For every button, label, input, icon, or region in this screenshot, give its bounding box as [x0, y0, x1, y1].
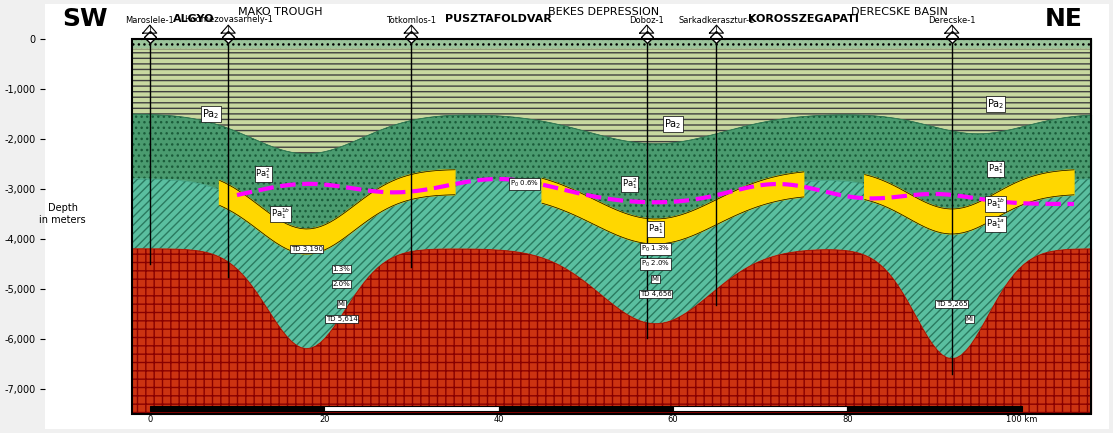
Text: MAKO TROUGH: MAKO TROUGH [238, 6, 323, 16]
Text: Pa$_1^{1b}$: Pa$_1^{1b}$ [270, 207, 290, 221]
Text: KOROSSZEGAPATI: KOROSSZEGAPATI [748, 14, 859, 24]
Polygon shape [542, 172, 804, 244]
Text: 20: 20 [319, 415, 329, 424]
Text: SW: SW [62, 6, 108, 31]
Polygon shape [132, 179, 1092, 359]
Text: P$_0$ 1.3%: P$_0$ 1.3% [641, 244, 670, 254]
Bar [132, 39, 1092, 414]
Text: 80: 80 [841, 415, 853, 424]
Polygon shape [219, 170, 455, 254]
Text: 60: 60 [668, 415, 678, 424]
Text: Pa$_1^{1b}$: Pa$_1^{1b}$ [986, 197, 1005, 211]
Text: Pa$_1^{1a}$: Pa$_1^{1a}$ [986, 216, 1005, 232]
Text: Pa$_1^2$: Pa$_1^2$ [255, 167, 270, 181]
Text: DERECSKE BASIN: DERECSKE BASIN [851, 6, 948, 16]
Text: ALGYO: ALGYO [173, 14, 214, 24]
Text: P$_0$ 2.0%: P$_0$ 2.0% [641, 259, 670, 269]
Text: Hodmezovasarhely-1: Hodmezovasarhely-1 [184, 15, 273, 24]
Text: Sarkadkerasztur-1: Sarkadkerasztur-1 [678, 16, 755, 25]
Polygon shape [132, 114, 1092, 239]
Text: 100 km: 100 km [1006, 415, 1037, 424]
Polygon shape [132, 39, 1092, 49]
Text: Pa$_2$: Pa$_2$ [664, 117, 681, 131]
Text: 2.0%: 2.0% [333, 281, 351, 287]
Text: 0: 0 [147, 415, 152, 424]
Bar [499, 406, 673, 411]
Text: Pa$_2$: Pa$_2$ [203, 107, 219, 121]
Text: Mi: Mi [651, 276, 660, 282]
Text: PUSZTAFOLDVAR: PUSZTAFOLDVAR [445, 14, 552, 24]
Text: 1.3%: 1.3% [333, 266, 351, 272]
Text: NE: NE [1045, 6, 1083, 31]
Text: Mi: Mi [337, 301, 345, 307]
Text: TD 4,656: TD 4,656 [640, 291, 671, 297]
Bar [324, 406, 499, 411]
Bar [847, 406, 1022, 411]
Text: Pa$_1^2$: Pa$_1^2$ [987, 162, 1003, 177]
Polygon shape [865, 170, 1074, 234]
Text: Maroslele-1: Maroslele-1 [126, 16, 174, 25]
Text: Doboz-1: Doboz-1 [629, 16, 664, 25]
Polygon shape [132, 49, 1092, 154]
Text: BEKES DEPRESSION: BEKES DEPRESSION [548, 6, 659, 16]
Text: Pa$_1^{1}$: Pa$_1^{1}$ [648, 222, 663, 236]
Bar [673, 406, 847, 411]
Text: Mi: Mi [965, 316, 974, 322]
Text: TD 5,265: TD 5,265 [936, 301, 967, 307]
Bar [150, 406, 324, 411]
Text: P$_0$ 0.6%: P$_0$ 0.6% [510, 179, 540, 189]
Polygon shape [132, 249, 1092, 414]
Text: Depth
in meters: Depth in meters [39, 203, 86, 225]
Text: Derecske-1: Derecske-1 [928, 16, 976, 25]
Text: Pa$_2$: Pa$_2$ [987, 97, 1004, 111]
Text: Totkomlos-1: Totkomlos-1 [386, 16, 436, 25]
Text: Pa$_1^2$: Pa$_1^2$ [621, 177, 637, 191]
Text: TD 3,190: TD 3,190 [290, 246, 323, 252]
Text: 40: 40 [493, 415, 504, 424]
Text: TD 5,614: TD 5,614 [326, 316, 357, 322]
